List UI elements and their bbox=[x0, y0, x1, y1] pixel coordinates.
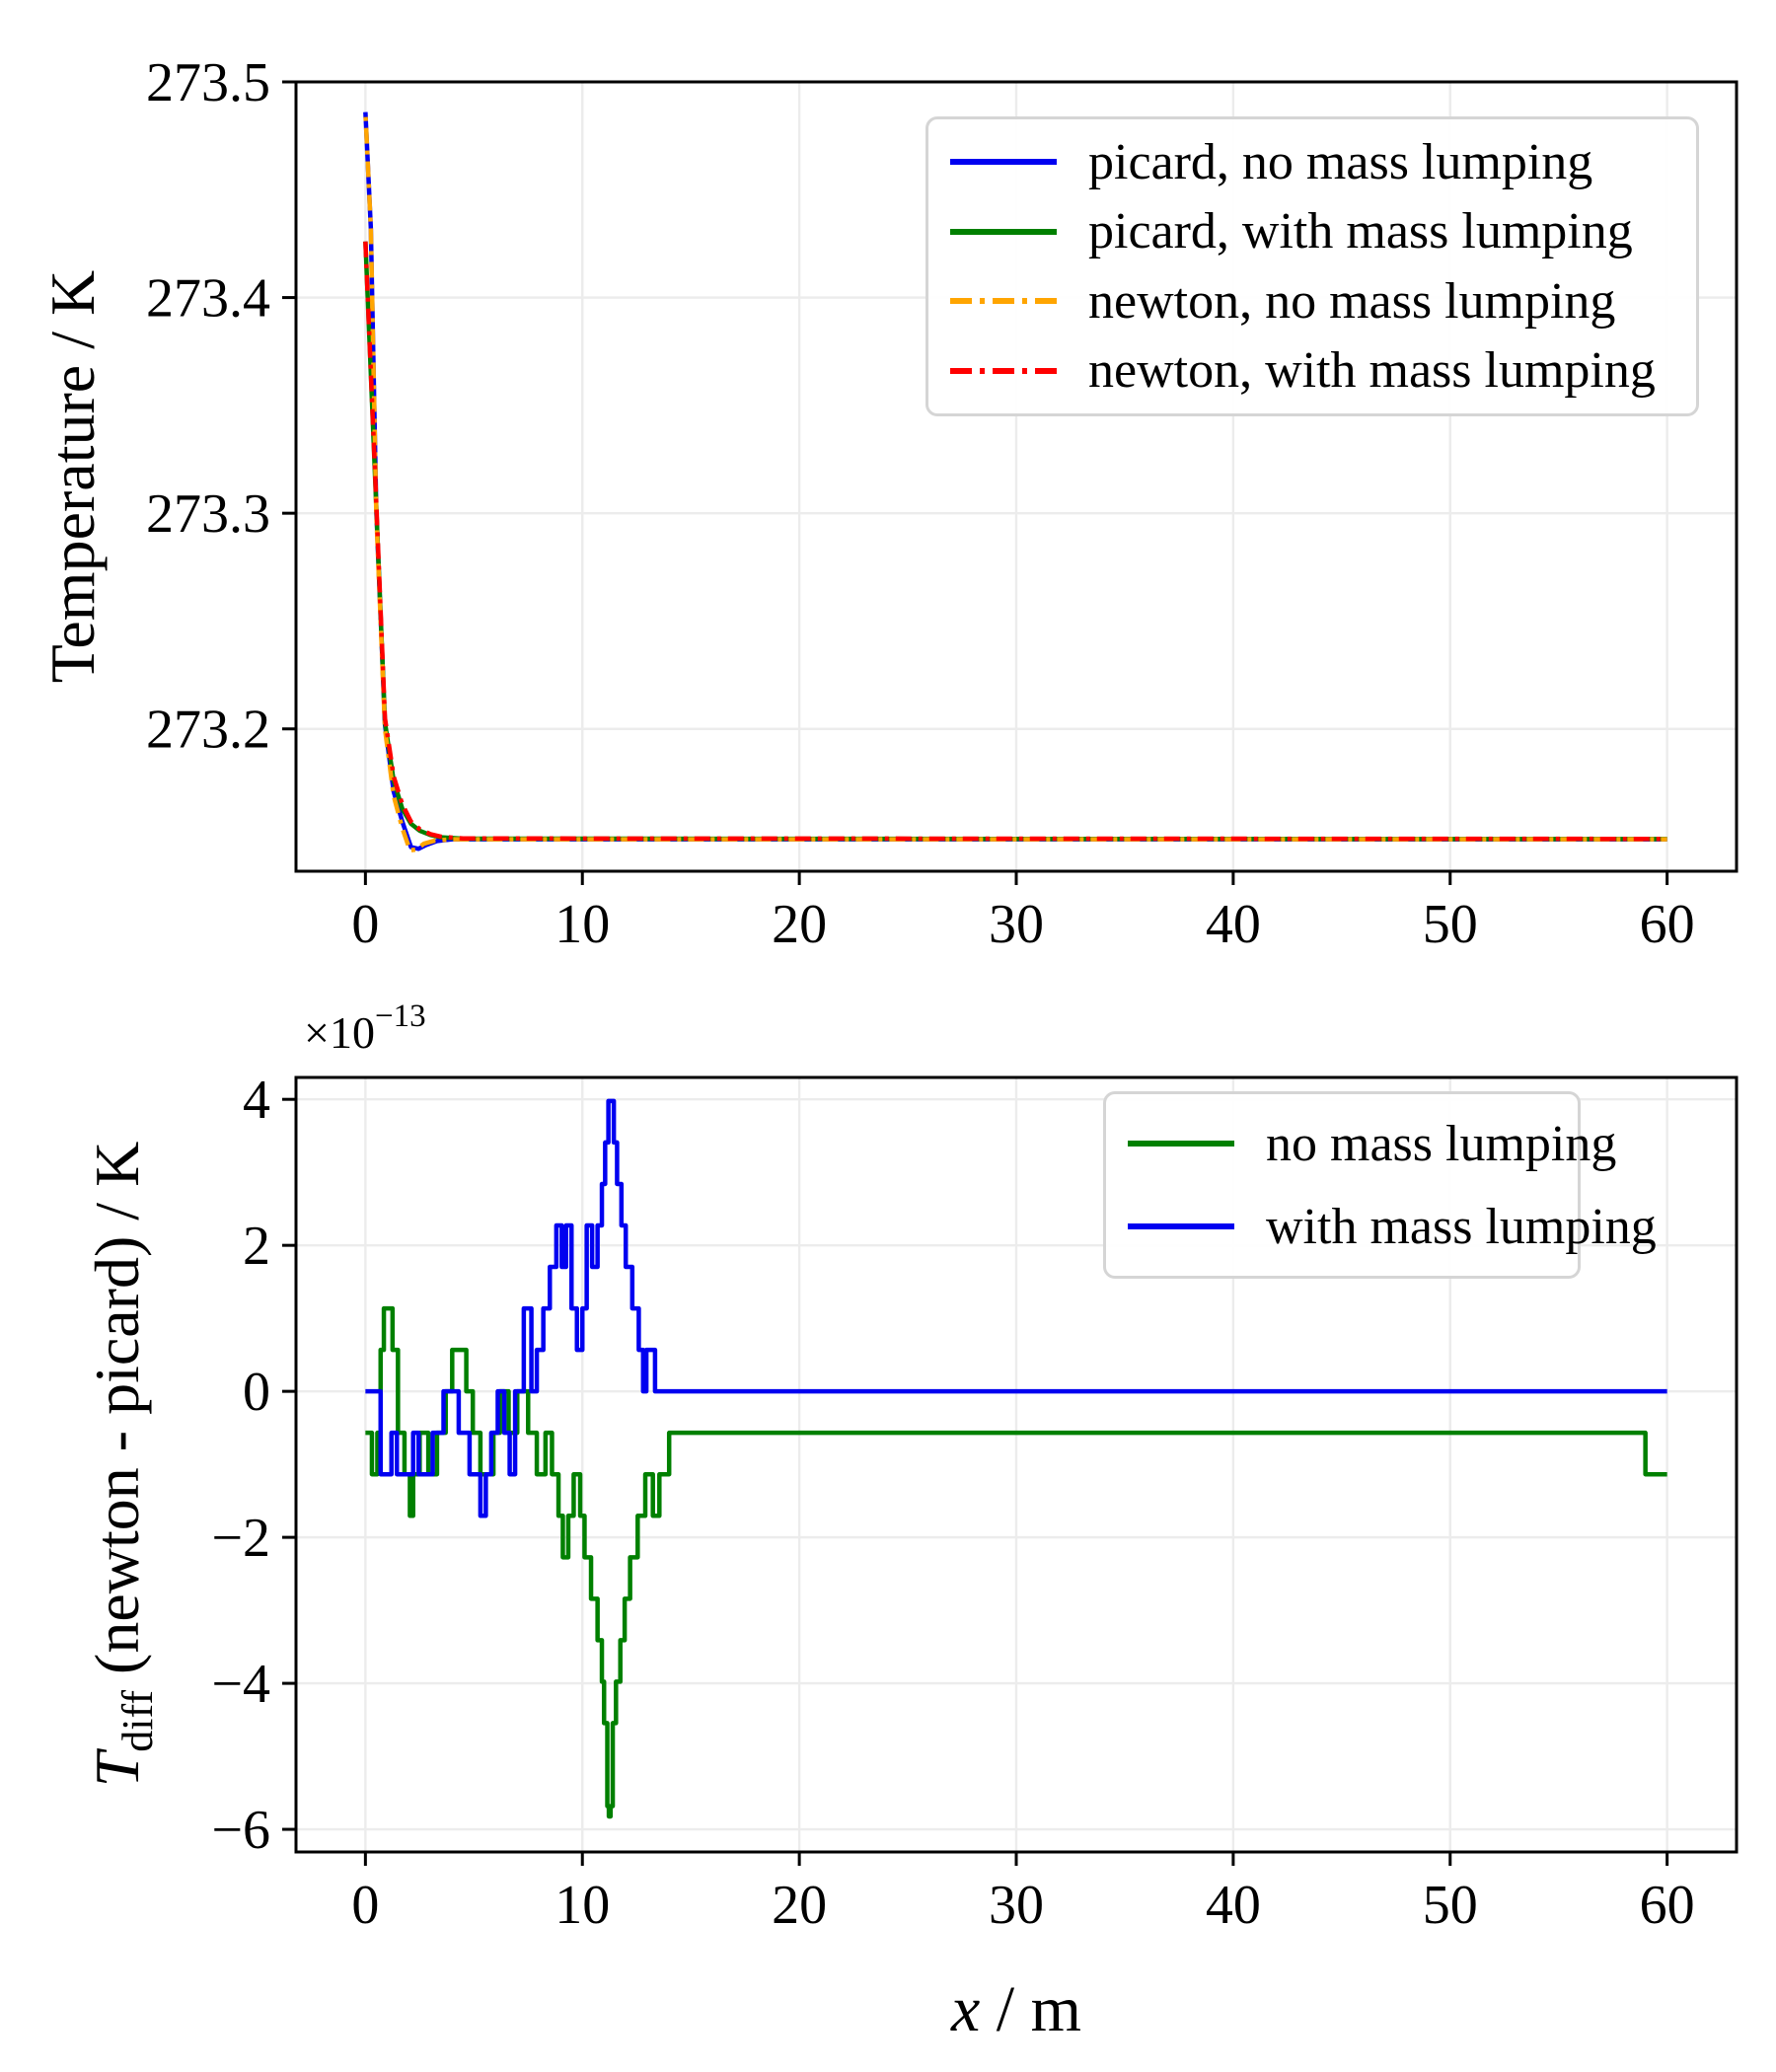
series-group bbox=[365, 1098, 1667, 1819]
y-tick-label: 2 bbox=[243, 1216, 270, 1277]
legend-label: picard, with mass lumping bbox=[1088, 203, 1633, 260]
y-tick-label: 273.3 bbox=[146, 483, 270, 545]
y-tick-label: −4 bbox=[211, 1654, 270, 1715]
legend-entry: picard, no mass lumping bbox=[948, 133, 1676, 191]
series-line-green bbox=[365, 1305, 1667, 1819]
y-tick-label: 273.4 bbox=[146, 268, 270, 330]
y-tick-label: 0 bbox=[243, 1362, 270, 1423]
y-tick-label: −2 bbox=[211, 1508, 270, 1569]
legend-entry: newton, with mass lumping bbox=[948, 341, 1676, 400]
x-tick-label: 20 bbox=[772, 894, 827, 955]
y-tick-label: −6 bbox=[211, 1800, 270, 1861]
legend-label: newton, no mass lumping bbox=[1088, 272, 1616, 330]
legend-line-newton-with-lumping bbox=[950, 367, 1057, 374]
axes-spines bbox=[294, 80, 1739, 873]
legend-label: with mass lumping bbox=[1266, 1198, 1657, 1255]
legend-label: picard, no mass lumping bbox=[1088, 133, 1593, 190]
x-tick-label: 60 bbox=[1640, 894, 1695, 955]
series-group bbox=[363, 111, 1667, 853]
x-tick-label: 10 bbox=[555, 894, 610, 955]
series-line-blue bbox=[365, 1098, 1667, 1518]
ticks: 0 10 20 30 40 50 60 −6 −4 −2 0 2 4 bbox=[211, 1070, 1694, 1936]
legend-entry: no mass lumping bbox=[1126, 1115, 1616, 1173]
legend-label: no mass lumping bbox=[1266, 1115, 1617, 1172]
y-tick-label: 273.5 bbox=[146, 52, 270, 113]
x-tick-label: 20 bbox=[772, 1875, 827, 1936]
legend-line-with-mass-lumping bbox=[1128, 1223, 1234, 1229]
bottom-y-axis-label: Tdiff (newton - picard) / K bbox=[82, 1142, 162, 1788]
x-tick-label: 0 bbox=[351, 894, 379, 955]
series-line-red bbox=[363, 241, 1667, 842]
y-tick-label: 4 bbox=[243, 1070, 270, 1131]
x-tick-label: 0 bbox=[351, 1875, 379, 1936]
top-y-axis-label: Temperature / K bbox=[37, 270, 108, 683]
x-tick-label: 30 bbox=[989, 894, 1044, 955]
legend-entry: with mass lumping bbox=[1126, 1198, 1657, 1256]
legend-line-picard-with-lumping bbox=[950, 228, 1057, 235]
x-tick-label: 50 bbox=[1423, 1875, 1478, 1936]
legend-line-picard-no-lumping bbox=[950, 159, 1057, 166]
legend-entry: picard, with mass lumping bbox=[948, 202, 1676, 260]
top-legend: picard, no mass lumping picard, with mas… bbox=[925, 116, 1699, 416]
x-tick-label: 40 bbox=[1206, 894, 1261, 955]
bottom-x-axis-label: x / m bbox=[950, 1973, 1081, 2045]
axis-offset-text: ×10−13 bbox=[304, 999, 426, 1058]
legend-label: newton, with mass lumping bbox=[1088, 342, 1656, 400]
bottom-legend: no mass lumping with mass lumping bbox=[1103, 1091, 1657, 1279]
legend-entry: newton, no mass lumping bbox=[948, 272, 1676, 331]
ticks: 0 10 20 30 40 50 60 273.2 273.3 273.4 273.5 bbox=[146, 52, 1695, 955]
x-tick-label: 50 bbox=[1423, 894, 1478, 955]
x-tick-label: 40 bbox=[1206, 1875, 1261, 1936]
x-tick-label: 10 bbox=[555, 1875, 610, 1936]
legend-line-newton-no-lumping bbox=[950, 298, 1057, 305]
y-tick-label: 273.2 bbox=[146, 700, 270, 761]
x-tick-label: 60 bbox=[1640, 1875, 1695, 1936]
legend-line-no-mass-lumping bbox=[1128, 1141, 1234, 1147]
x-tick-label: 30 bbox=[989, 1875, 1044, 1936]
axes-spines bbox=[294, 1075, 1739, 1854]
